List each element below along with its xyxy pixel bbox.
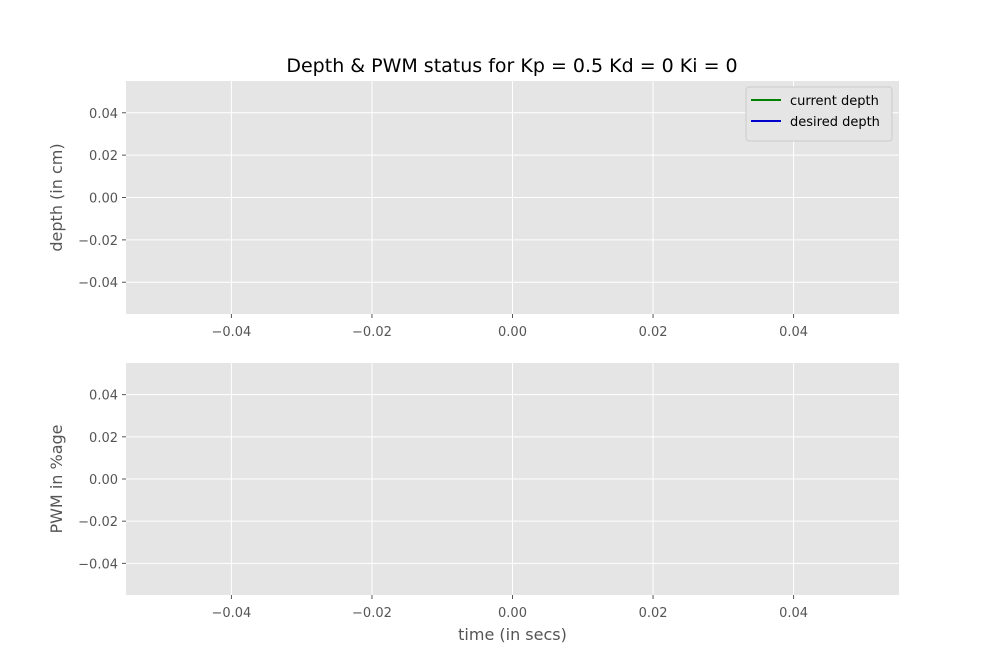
- pwm-y-tick-label: 0.00: [89, 473, 118, 488]
- chart-title: Depth & PWM status for Kp = 0.5 Kd = 0 K…: [286, 55, 737, 77]
- pwm-x-tick-label: 0.00: [498, 606, 527, 621]
- pwm-x-tick-label: −0.04: [211, 606, 251, 621]
- depth-x-tick-label: 0.02: [639, 325, 668, 340]
- pwm-y-tick-label: 0.04: [89, 389, 118, 404]
- depth-y-tick-label: 0.04: [89, 107, 118, 122]
- depth-legend-label: desired depth: [790, 115, 880, 130]
- depth-panel: −0.04 −0.02 0.00 0.02 0.04 0.04 0.02 0.00 −0.02 −…: [47, 81, 899, 340]
- pwm-panel: −0.04 −0.02 0.00 0.02 0.04 0.04 0.02 0.00 −0.02 −…: [47, 363, 899, 644]
- pwm-x-axis-label: time (in secs): [458, 625, 567, 644]
- pwm-x-tick-label: −0.02: [352, 606, 392, 621]
- depth-x-tick-label: 0.00: [498, 325, 527, 340]
- depth-x-tick-label: −0.04: [211, 325, 251, 340]
- pwm-y-tick-label: −0.02: [78, 515, 118, 530]
- pwm-x-tick-label: 0.04: [779, 606, 808, 621]
- depth-legend-box: [745, 86, 893, 142]
- pwm-y-tick-label: 0.02: [89, 431, 118, 446]
- depth-y-tick-label: 0.00: [89, 192, 118, 207]
- depth-x-tick-label: 0.04: [779, 325, 808, 340]
- pwm-y-axis-label: PWM in %age: [47, 424, 66, 533]
- depth-y-axis-label: depth (in cm): [47, 143, 66, 251]
- depth-y-tick-label: −0.02: [78, 234, 118, 249]
- depth-legend: current depth desired depth: [745, 86, 893, 142]
- depth-y-tick-label: 0.02: [89, 149, 118, 164]
- depth-legend-label: current depth: [790, 94, 879, 109]
- depth-x-tick-label: −0.02: [352, 325, 392, 340]
- pwm-x-tick-label: 0.02: [639, 606, 668, 621]
- depth-y-tick-label: −0.04: [78, 276, 118, 291]
- pwm-y-tick-label: −0.04: [78, 557, 118, 572]
